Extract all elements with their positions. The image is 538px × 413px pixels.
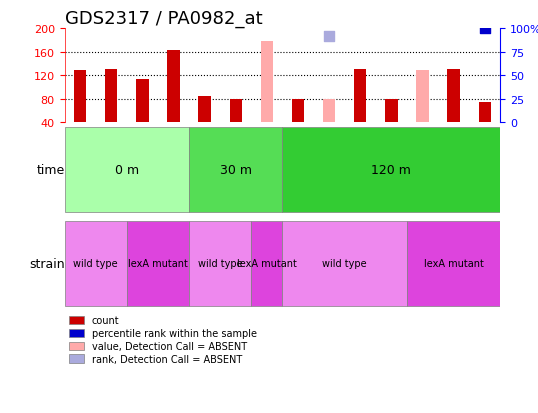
Point bbox=[418, 11, 427, 17]
FancyBboxPatch shape bbox=[127, 221, 189, 306]
Point bbox=[325, 33, 334, 40]
FancyBboxPatch shape bbox=[189, 221, 251, 306]
Point bbox=[480, 26, 489, 32]
Point bbox=[387, 13, 396, 20]
Bar bbox=[136, 80, 148, 123]
Bar bbox=[479, 103, 491, 123]
Bar bbox=[199, 97, 211, 123]
Point bbox=[449, 1, 458, 8]
Point bbox=[107, 1, 116, 8]
Text: 120 m: 120 m bbox=[371, 164, 412, 176]
FancyBboxPatch shape bbox=[282, 221, 407, 306]
Point bbox=[76, 1, 84, 8]
Bar bbox=[354, 69, 366, 123]
FancyBboxPatch shape bbox=[282, 128, 500, 212]
Text: 30 m: 30 m bbox=[220, 164, 252, 176]
Bar bbox=[292, 100, 305, 123]
FancyBboxPatch shape bbox=[251, 221, 282, 306]
Bar bbox=[385, 100, 398, 123]
Text: wild type: wild type bbox=[198, 259, 243, 269]
Bar bbox=[448, 69, 460, 123]
Text: strain: strain bbox=[29, 257, 65, 270]
Text: wild type: wild type bbox=[322, 259, 367, 269]
FancyBboxPatch shape bbox=[65, 221, 127, 306]
Bar bbox=[74, 71, 87, 123]
Point bbox=[356, 0, 365, 3]
Text: GDS2317 / PA0982_at: GDS2317 / PA0982_at bbox=[65, 9, 262, 28]
Text: time: time bbox=[36, 164, 65, 176]
Point bbox=[231, 7, 240, 13]
FancyBboxPatch shape bbox=[65, 128, 189, 212]
Text: lexA mutant: lexA mutant bbox=[424, 259, 484, 269]
Text: lexA mutant: lexA mutant bbox=[237, 259, 297, 269]
Bar bbox=[416, 71, 429, 123]
Point bbox=[200, 15, 209, 22]
Bar bbox=[260, 42, 273, 123]
Point bbox=[294, 7, 302, 13]
Bar bbox=[323, 100, 335, 123]
Text: lexA mutant: lexA mutant bbox=[128, 259, 188, 269]
FancyBboxPatch shape bbox=[189, 128, 282, 212]
Bar bbox=[167, 51, 180, 123]
Legend: count, percentile rank within the sample, value, Detection Call = ABSENT, rank, : count, percentile rank within the sample… bbox=[69, 316, 257, 364]
Text: wild type: wild type bbox=[73, 259, 118, 269]
Point bbox=[169, 0, 178, 3]
Point bbox=[138, 7, 147, 13]
Text: 0 m: 0 m bbox=[115, 164, 139, 176]
FancyBboxPatch shape bbox=[407, 221, 500, 306]
Bar bbox=[230, 100, 242, 123]
Bar bbox=[105, 69, 117, 123]
